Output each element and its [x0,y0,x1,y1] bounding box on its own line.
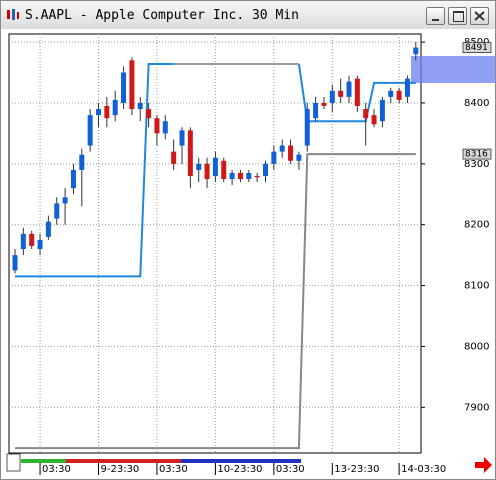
candle-body [62,197,68,204]
indicator-line [15,153,416,450]
candle-body [187,130,193,176]
session-bar [181,459,301,463]
candle-body [279,145,285,152]
price-tag-box [462,42,492,53]
candle-body [29,233,35,246]
minimize-button[interactable] [426,7,445,25]
title-bar: S.AAPL - Apple Computer Inc. 30 Min [1,1,495,30]
candle-body [271,151,277,164]
candle-body [304,109,310,146]
maximize-button[interactable] [448,7,467,25]
x-tick-label: 03:30 [42,464,71,475]
candle-body [379,99,385,122]
candle-body [154,118,160,134]
window-title: S.AAPL - Apple Computer Inc. 30 Min [25,8,299,23]
y-tick-label: 8200 [464,220,489,231]
candle-body [171,151,177,164]
candle-body [371,115,377,125]
candle-body [70,169,76,189]
price-tag-box [462,148,492,160]
x-tick-label: 14-03:30 [401,464,446,475]
candle-body [112,99,118,116]
price-tag-label: 8316 [465,150,488,160]
candle-body [129,60,135,110]
candle-body [363,109,369,119]
close-button[interactable] [470,7,489,25]
highlight-box [411,56,495,83]
candle-body [413,47,419,55]
candle-body [396,90,402,100]
candle-body [204,163,210,180]
y-tick-label: 8300 [464,159,489,170]
candle-body [79,154,85,170]
candle-body [254,176,260,178]
candle-body [179,130,185,146]
close-icon [474,11,485,21]
y-tick-label: 7900 [464,402,489,413]
scroll-box[interactable] [6,453,21,472]
candle-body [329,90,335,103]
candle-body [313,102,319,119]
app-icon [7,9,19,20]
chart: 790080008100820083008400850003:309-23:30… [1,29,495,479]
y-tick-label: 8100 [464,281,489,292]
x-tick-label: 13-23:30 [334,464,379,475]
y-tick-label: 8400 [464,98,489,109]
indicator-line [15,63,416,278]
candle-body [20,233,26,250]
candle-body [229,172,235,180]
candle-body [54,203,60,219]
candle-body [321,102,327,106]
price-tag-label: 8491 [465,43,488,53]
candle-body [388,90,394,97]
y-tick-label: 8000 [464,341,489,352]
candle-body [87,115,93,146]
session-bar [66,459,181,463]
candle-body [12,255,18,271]
scroll-arrow[interactable] [475,457,492,473]
candle-body [137,102,143,110]
x-tick-label: 03:30 [276,464,305,475]
x-tick-label: 9-23:30 [101,464,140,475]
candle-body [246,172,252,180]
x-tick-label: 10-23:30 [217,464,262,475]
candle-body [346,81,352,97]
candle-body [338,90,344,97]
candle-body [404,78,410,97]
candle-body [96,109,101,116]
candle-body [196,163,202,170]
session-bar [21,459,66,463]
candle-body [37,239,43,250]
candle-body [237,172,243,180]
candle-body [146,109,152,119]
candle-body [45,221,51,237]
candle-body [354,78,360,106]
candle-body [288,145,294,161]
candle-body [263,163,268,176]
candle-body [296,154,302,161]
candle-body [104,106,110,119]
candle-body [221,160,227,180]
candle-body [121,72,127,103]
x-tick-label: 03:30 [159,464,188,475]
candle-body [212,157,218,176]
candle-body [162,121,168,134]
